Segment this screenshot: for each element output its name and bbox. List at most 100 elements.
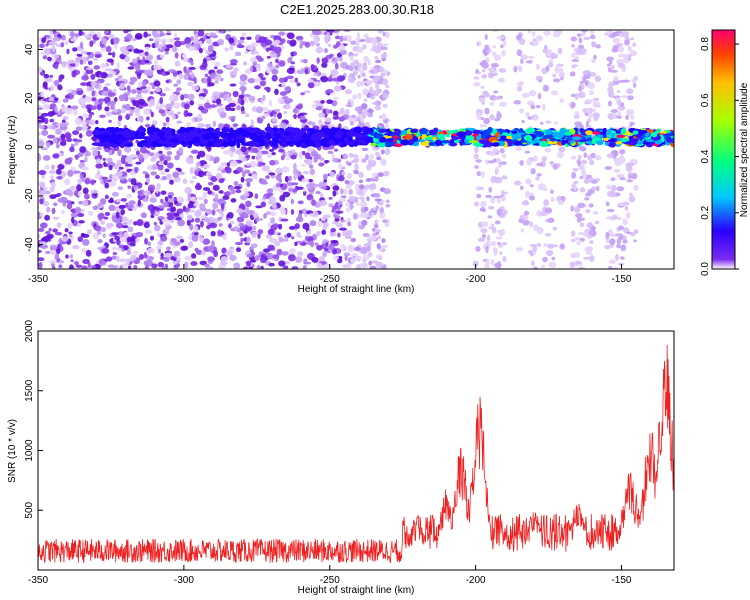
spectrogram-signal-blob: [174, 134, 181, 139]
spectrogram-noise-blob: [363, 33, 369, 39]
spectrogram-noise-blob: [69, 254, 74, 259]
spectrogram-noise-blob: [269, 159, 276, 166]
spectrogram-noise-blob: [589, 254, 595, 263]
spectrogram-noise-blob: [197, 123, 206, 128]
spectrogram-noise-blob: [153, 80, 161, 87]
spectrogram-signal-blob: [379, 141, 386, 148]
spectrogram-noise-blob: [132, 100, 137, 107]
spectrogram-noise-blob: [626, 231, 632, 235]
spectrogram-noise-blob: [618, 225, 625, 231]
spectrogram-noise-blob: [307, 78, 314, 83]
spectrogram-noise-blob: [218, 264, 224, 269]
spectrogram-noise-blob: [271, 239, 276, 243]
spectrogram-noise-blob: [218, 223, 223, 227]
spectrogram-noise-blob: [290, 154, 297, 160]
spectrogram-noise-blob: [57, 110, 61, 116]
spectrogram-signal-blob: [636, 140, 644, 145]
spectrogram-noise-blob: [179, 171, 185, 175]
spectrogram-noise-blob: [291, 182, 299, 186]
spectrogram-noise-blob: [616, 233, 621, 237]
spectrogram-noise-blob: [301, 163, 306, 167]
spectrogram-noise-blob: [617, 62, 626, 68]
spectrogram-noise-blob: [206, 33, 212, 37]
spectrogram-noise-blob: [252, 225, 257, 231]
spectrogram-noise-blob: [493, 262, 502, 269]
spectrogram-noise-blob: [265, 211, 271, 216]
spectrogram-noise-blob: [363, 98, 368, 102]
spectrogram-noise-blob: [196, 113, 203, 119]
spectrogram-noise-blob: [126, 193, 132, 199]
spectrogram-noise-blob: [610, 109, 618, 114]
spectrogram-noise-blob: [570, 101, 576, 109]
spectrogram-noise-blob: [482, 90, 489, 95]
spectrogram-noise-blob: [321, 186, 328, 190]
spectrogram-noise-blob: [244, 207, 250, 215]
spectrogram-noise-blob: [79, 174, 84, 179]
spectrogram-signal-blob: [424, 136, 433, 141]
spectrogram-noise-blob: [515, 145, 522, 152]
spectrogram-noise-blob: [246, 220, 253, 227]
spectrogram-noise-blob: [274, 241, 281, 247]
spectrogram-noise-blob: [126, 204, 134, 209]
spectrogram-noise-blob: [66, 202, 73, 210]
spectrogram-noise-blob: [100, 220, 106, 225]
spectrogram-noise-blob: [380, 158, 387, 166]
spectrogram-noise-blob: [355, 37, 362, 41]
spectrogram-noise-blob: [236, 166, 243, 173]
spectrogram-signal-blob: [155, 128, 161, 133]
spectrogram-noise-blob: [77, 139, 83, 143]
spectrogram-noise-blob: [589, 72, 597, 77]
spectrogram-signal-blob: [564, 131, 573, 136]
spectrogram-noise-blob: [81, 247, 87, 254]
spectrogram-noise-blob: [527, 30, 532, 34]
spectrogram-noise-blob: [377, 30, 384, 34]
spectrogram-noise-blob: [332, 110, 339, 116]
spectrogram-noise-blob: [72, 244, 80, 250]
spectrogram-noise-blob: [135, 161, 142, 165]
spectrogram-noise-blob: [583, 179, 588, 184]
spectrogram-noise-blob: [595, 44, 601, 49]
spectrogram-signal-blob: [372, 137, 378, 143]
spectrogram-signal-blob: [137, 126, 145, 133]
spectrogram-noise-blob: [128, 48, 132, 52]
spectrogram-noise-blob: [267, 244, 275, 251]
spectrogram-noise-blob: [197, 103, 204, 107]
spectrogram-signal-blob: [446, 130, 457, 134]
spectrogram-blobs: [38, 30, 674, 269]
spectrogram-noise-blob: [207, 190, 213, 195]
spectrogram-noise-blob: [594, 154, 602, 161]
spectrogram-noise-blob: [214, 77, 218, 82]
spectrogram-noise-blob: [558, 146, 566, 153]
spectrogram-noise-blob: [124, 55, 130, 63]
spectrogram-noise-blob: [198, 105, 205, 111]
spectrogram-noise-blob: [548, 62, 554, 68]
spectrogram-noise-blob: [591, 108, 596, 113]
spectrogram-noise-blob: [116, 62, 120, 70]
spectrogram-noise-blob: [123, 221, 129, 225]
spectrogram-noise-blob: [605, 201, 610, 207]
spectrogram-noise-blob: [64, 228, 69, 233]
spectrogram-noise-blob: [541, 264, 546, 268]
spectrogram-noise-blob: [338, 56, 343, 62]
spectrogram-noise-blob: [592, 101, 601, 108]
spectrogram-noise-blob: [125, 44, 134, 52]
spectrogram-signal-blob: [370, 142, 377, 147]
spectrogram-noise-blob: [325, 242, 329, 246]
spectrogram-noise-blob: [587, 112, 593, 119]
spectrogram-noise-blob: [513, 100, 522, 105]
colorbar-gradient: [711, 29, 736, 270]
spectrogram-noise-blob: [236, 216, 245, 223]
spectrogram-noise-blob: [518, 218, 523, 223]
spectrogram-noise-blob: [72, 47, 78, 52]
spectrogram-noise-blob: [261, 165, 270, 172]
spectrogram-noise-blob: [260, 201, 267, 208]
spectrogram-noise-blob: [315, 46, 324, 54]
spectrogram-x-ticks: -350 -300 -250 -200 -150: [28, 264, 632, 285]
spectrogram-noise-blob: [577, 44, 584, 50]
spectrogram-noise-blob: [177, 111, 181, 115]
spectrogram-noise-blob: [493, 195, 502, 199]
spectrogram-noise-blob: [560, 243, 565, 249]
spectrogram-noise-blob: [480, 85, 485, 89]
spectrogram-noise-blob: [239, 74, 248, 82]
spectrogram-noise-blob: [620, 102, 625, 107]
